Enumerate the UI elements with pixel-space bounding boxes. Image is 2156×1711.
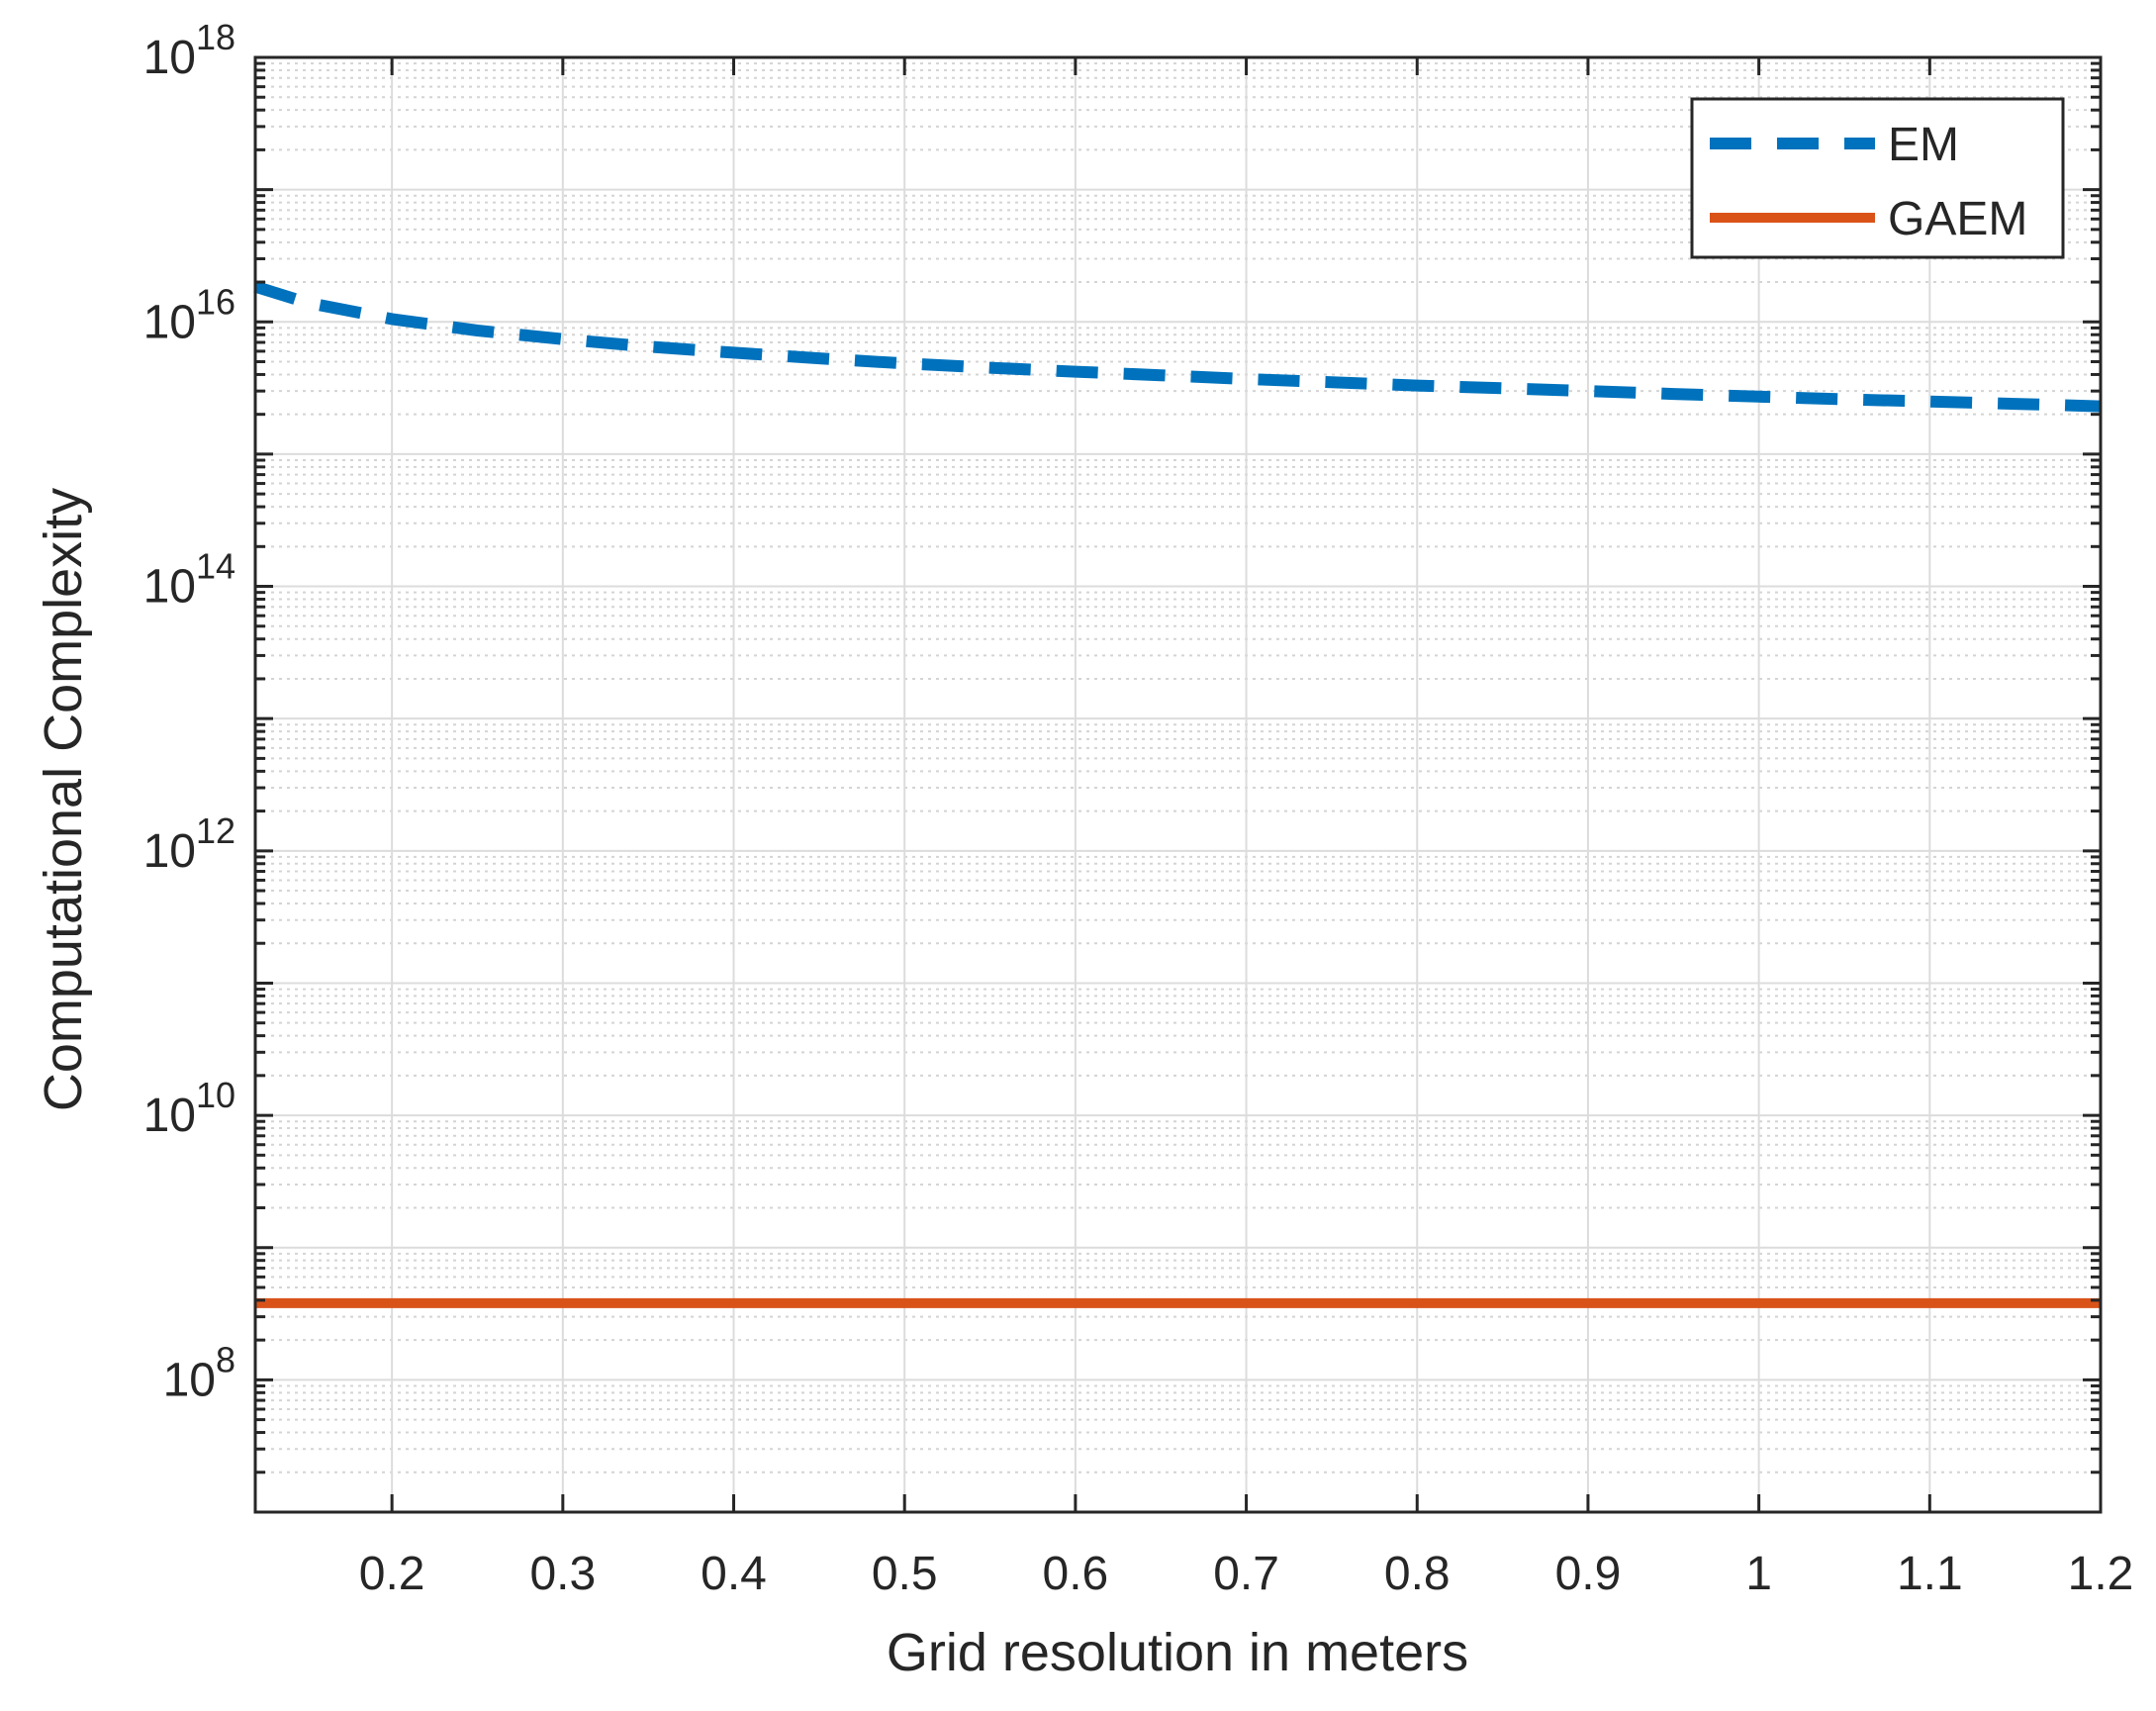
x-tick-label: 1.1 [1897,1548,1963,1600]
axes-layer [253,55,2103,1514]
axes-box [253,55,2103,1514]
x-tick-label: 0.8 [1384,1548,1451,1600]
x-tick-label: 0.6 [1043,1548,1109,1600]
y-tick-label: 108 [163,1339,235,1406]
legend-label-gaem: GAEM [1888,193,2027,245]
y-tick-label: 1010 [143,1075,235,1142]
legend: EM GAEM [1690,97,2065,259]
y-axis-label: Computational Complexity [34,488,93,1111]
x-axis-label: Grid resolution in meters [887,1623,1468,1682]
series-line-em [253,280,2102,413]
legend-label-em: EM [1888,119,1959,171]
x-tick-label: 0.7 [1213,1548,1279,1600]
x-tick-label: 1 [1745,1548,1772,1600]
x-tick-label: 0.4 [701,1548,767,1600]
legend-box [1690,97,2065,259]
x-tick-label: 0.9 [1555,1548,1622,1600]
x-tick-label: 0.2 [359,1548,425,1600]
x-tick-label: 0.5 [872,1548,938,1600]
y-tick-label: 1018 [143,17,235,84]
grid-layer [255,56,2102,1513]
x-tick-label: 0.3 [529,1548,596,1600]
y-tick-label: 1012 [143,810,235,878]
x-tick-label: 1.2 [2068,1548,2134,1600]
tick-label-layer: 0.2 0.3 0.4 0.5 0.6 0.7 0.8 0.9 1 1.1 1.2 108 1010 10… [143,17,2134,1600]
series-layer [253,280,2102,1308]
y-tick-label: 1016 [143,281,235,348]
y-tick-label: 1014 [143,546,235,614]
